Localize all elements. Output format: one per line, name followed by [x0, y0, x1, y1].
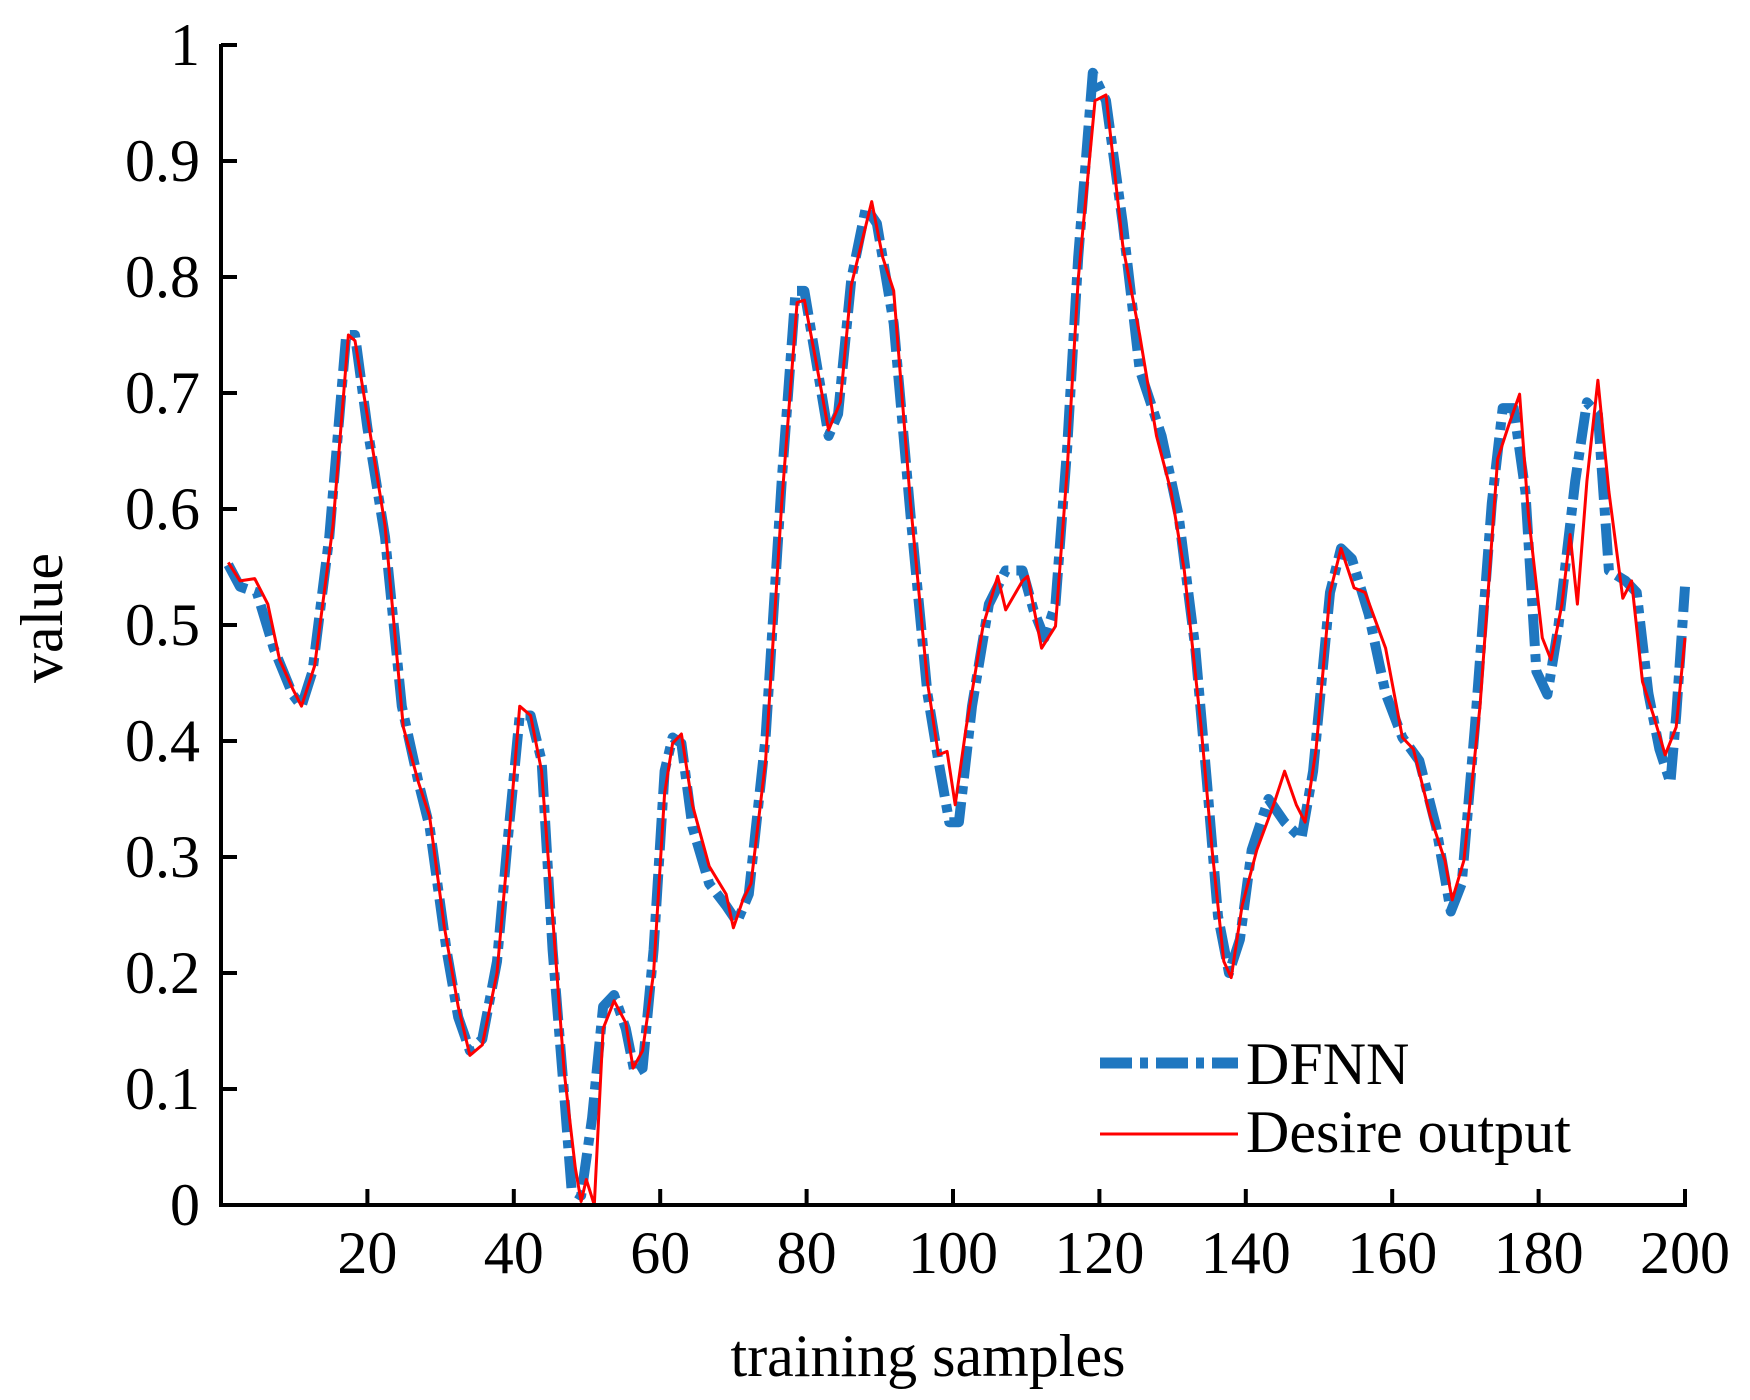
y-tick-label: 0.9	[125, 128, 200, 194]
y-tick-label: 0.1	[125, 1056, 200, 1122]
axes	[219, 44, 1687, 1207]
x-tick-label: 180	[1494, 1220, 1584, 1286]
series-dfnn-backdrop	[222, 47, 1692, 1207]
y-axis-label: value	[9, 553, 75, 683]
legend-desire-label: Desire output	[1246, 1099, 1571, 1165]
x-tick-label: 120	[1054, 1220, 1144, 1286]
y-tick-label: 0.8	[125, 244, 200, 310]
x-tick-label: 80	[777, 1220, 837, 1286]
x-tick-label: 200	[1640, 1220, 1730, 1286]
series-desire-output-line	[227, 93, 1687, 1207]
x-tick-label: 40	[484, 1220, 544, 1286]
x-tick-label: 20	[337, 1220, 397, 1286]
ticks: 20 40 60 80 100 120 140 160 180 200 0 0.1 0.2 0.3 0.4 0…	[125, 12, 1730, 1286]
series-layer	[222, 47, 1692, 1207]
x-tick-label: 100	[908, 1220, 998, 1286]
y-tick-label: 0.7	[125, 360, 200, 426]
legend-dfnn-label: DFNN	[1246, 1031, 1409, 1097]
x-axis-label: training samples	[731, 1323, 1126, 1389]
y-tick-label: 0.4	[125, 708, 200, 774]
legend: DFNN Desire output	[1100, 1031, 1571, 1165]
x-tick-label: 160	[1347, 1220, 1437, 1286]
y-tick-label: 0.3	[125, 824, 200, 890]
y-tick-label: 0	[170, 1172, 200, 1238]
x-tick-label: 140	[1201, 1220, 1291, 1286]
series-dfnn-line	[223, 67, 1690, 1201]
y-tick-label: 0.2	[125, 940, 200, 1006]
y-tick-label: 0.6	[125, 476, 200, 542]
y-tick-label: 0.5	[125, 592, 200, 658]
x-tick-label: 60	[630, 1220, 690, 1286]
y-tick-label: 1	[170, 12, 200, 78]
